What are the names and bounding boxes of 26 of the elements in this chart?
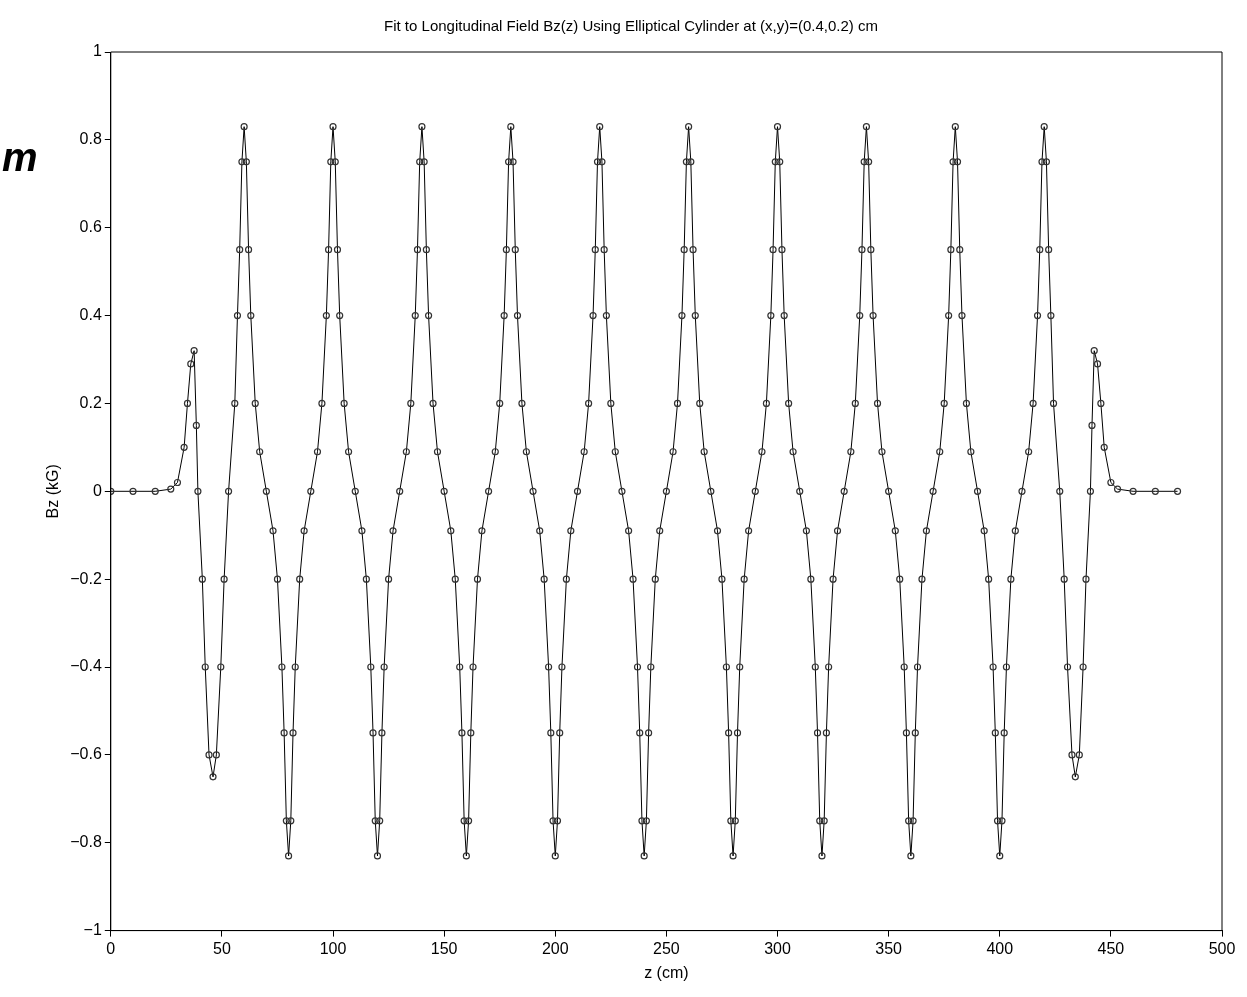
y-tick-label: 0.4 <box>79 305 102 323</box>
y-tick-label: −0.6 <box>70 745 102 763</box>
y-tick-label: −0.2 <box>70 569 102 587</box>
x-tick-label: 100 <box>319 939 347 957</box>
y-tick-label: 0.2 <box>79 393 102 411</box>
x-tick-label: 200 <box>541 939 569 957</box>
y-tick-label: 0.6 <box>79 218 102 236</box>
y-tick-label: −1 <box>83 921 102 939</box>
x-tick-label: 50 <box>213 939 231 957</box>
y-axis-title: Bz (kG) <box>44 464 62 519</box>
y-tick-label: 1 <box>92 42 102 60</box>
x-tick-label: 450 <box>1097 939 1125 957</box>
x-tick-label: 0 <box>106 939 116 957</box>
chart-title: Fit to Longitudinal Field Bz(z) Using Elliptical Cylinder at (x,y)=(0.4,0.2) cm <box>384 17 878 35</box>
x-tick-label: 400 <box>986 939 1014 957</box>
x-tick-label: 350 <box>875 939 903 957</box>
x-tick-label: 250 <box>653 939 680 957</box>
x-tick-label: 300 <box>764 939 791 957</box>
y-tick-label: 0.8 <box>79 130 102 148</box>
y-tick-label: −0.4 <box>70 657 102 675</box>
text: m <box>2 135 38 180</box>
x-tick-label: 500 <box>1208 939 1236 957</box>
x-axis-title: z (cm) <box>644 963 689 981</box>
x-tick-label: 150 <box>430 939 458 957</box>
y-tick-label: −0.8 <box>70 833 102 851</box>
y-tick-label: 0 <box>92 481 102 499</box>
